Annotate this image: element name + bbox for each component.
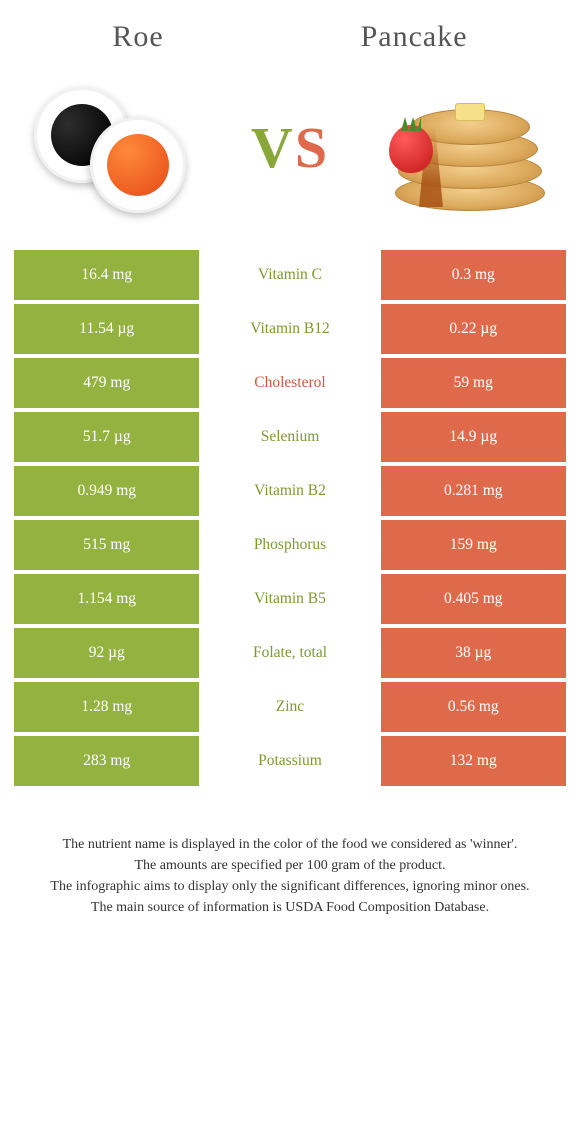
footnote-line: The infographic aims to display only the… [24,876,556,897]
right-value: 38 µg [381,626,566,680]
nutrient-name: Phosphorus [199,518,380,572]
right-value: 0.3 mg [381,250,566,302]
nutrient-name: Folate, total [199,626,380,680]
nutrient-name: Vitamin B2 [199,464,380,518]
right-value: 0.56 mg [381,680,566,734]
nutrient-name: Zinc [199,680,380,734]
table-row: 1.28 mgZinc0.56 mg [14,680,566,734]
nutrient-name: Vitamin C [199,250,380,302]
nutrient-name: Vitamin B5 [199,572,380,626]
pancake-illustration [385,77,555,217]
left-value: 1.28 mg [14,680,199,734]
roe-illustration [30,77,190,217]
table-row: 0.949 mgVitamin B20.281 mg [14,464,566,518]
nutrient-name: Selenium [199,410,380,464]
table-row: 283 mgPotassium132 mg [14,734,566,788]
right-value: 159 mg [381,518,566,572]
right-value: 14.9 µg [381,410,566,464]
table-row: 479 mgCholesterol59 mg [14,356,566,410]
left-value: 11.54 µg [14,302,199,356]
table-row: 1.154 mgVitamin B50.405 mg [14,572,566,626]
table-row: 11.54 µgVitamin B120.22 µg [14,302,566,356]
left-value: 16.4 mg [14,250,199,302]
nutrient-name: Potassium [199,734,380,788]
table-row: 92 µgFolate, total38 µg [14,626,566,680]
comparison-tbody: 16.4 mgVitamin C0.3 mg11.54 µgVitamin B1… [14,250,566,788]
table-row: 16.4 mgVitamin C0.3 mg [14,250,566,302]
right-value: 0.405 mg [381,572,566,626]
table-row: 51.7 µgSelenium14.9 µg [14,410,566,464]
table-row: 515 mgPhosphorus159 mg [14,518,566,572]
footnote-line: The nutrient name is displayed in the co… [24,834,556,855]
vs-s: S [295,115,329,180]
hero-row: VS [14,72,566,222]
vs-label: VS [251,114,329,181]
right-value: 132 mg [381,734,566,788]
title-right: Pancake [361,20,468,54]
footnote-line: The main source of information is USDA F… [24,897,556,918]
left-value: 283 mg [14,734,199,788]
left-value: 0.949 mg [14,464,199,518]
title-left: Roe [112,20,163,54]
right-value: 0.281 mg [381,464,566,518]
pancake-image [380,72,560,222]
comparison-table: 16.4 mgVitamin C0.3 mg11.54 µgVitamin B1… [14,250,566,790]
right-value: 0.22 µg [381,302,566,356]
left-value: 51.7 µg [14,410,199,464]
vs-v: V [251,115,295,180]
header: Roe Pancake [14,20,566,54]
infographic-container: Roe Pancake VS 16.4 mgVitamin C0. [0,0,580,948]
nutrient-name: Vitamin B12 [199,302,380,356]
roe-image [20,72,200,222]
left-value: 479 mg [14,356,199,410]
footnote-line: The amounts are specified per 100 gram o… [24,855,556,876]
footnotes: The nutrient name is displayed in the co… [14,834,566,918]
nutrient-name: Cholesterol [199,356,380,410]
left-value: 1.154 mg [14,572,199,626]
right-value: 59 mg [381,356,566,410]
left-value: 515 mg [14,518,199,572]
left-value: 92 µg [14,626,199,680]
